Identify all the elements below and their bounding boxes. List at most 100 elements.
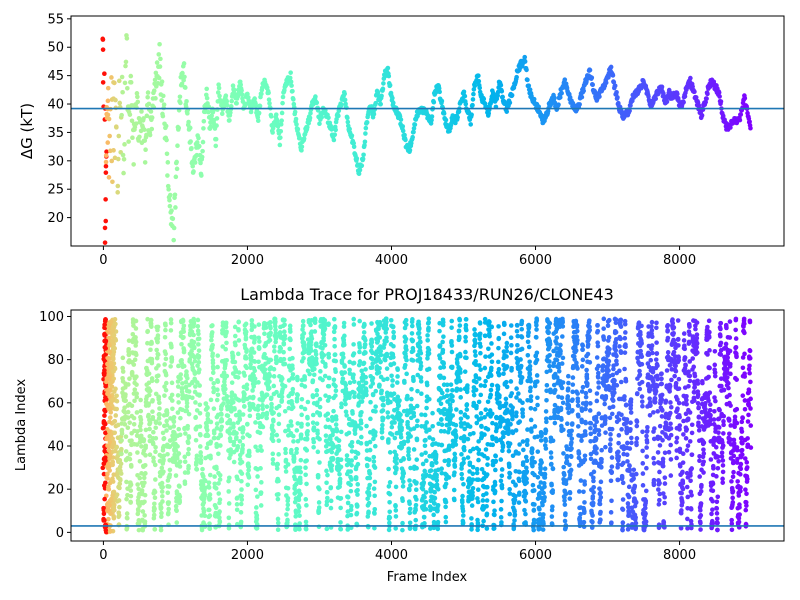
lambda-point	[123, 449, 129, 454]
delta-g-point	[400, 128, 406, 134]
lambda-point	[177, 432, 183, 438]
lambda-point	[342, 370, 348, 375]
lambda-point	[275, 496, 281, 502]
delta-g-point	[326, 115, 331, 121]
lambda-point	[514, 323, 520, 328]
lambda-point	[461, 456, 467, 462]
delta-g-point	[527, 87, 533, 92]
delta-g-point	[498, 82, 504, 88]
lambda-point	[191, 332, 196, 338]
delta-g-point	[443, 117, 449, 123]
lambda-point	[398, 412, 403, 418]
lambda-point	[147, 426, 152, 432]
lambda-point	[333, 417, 339, 422]
delta-g-point	[121, 156, 127, 162]
delta-g-point	[436, 86, 442, 91]
lambda-point	[403, 336, 409, 342]
lambda-point	[349, 444, 355, 449]
lambda-point	[471, 430, 476, 436]
lambda-point	[138, 427, 143, 433]
lambda-point	[240, 435, 246, 440]
lambda-point	[149, 341, 154, 346]
delta-g-point	[128, 73, 134, 79]
lambda-point	[361, 330, 367, 335]
delta-g-point	[210, 108, 216, 113]
lambda-point	[332, 324, 338, 329]
lambda-point	[427, 427, 432, 432]
lambda-point	[460, 520, 466, 526]
lambda-point	[343, 401, 348, 407]
delta-g-point	[182, 74, 187, 80]
lambda-point	[392, 420, 397, 425]
lambda-point	[329, 449, 335, 455]
lambda-point	[258, 490, 264, 495]
delta-g-point	[106, 116, 112, 122]
lambda-point	[409, 396, 414, 402]
lambda-point	[142, 499, 147, 505]
delta-g-point	[100, 37, 106, 42]
lambda-point	[322, 318, 328, 323]
lambda-point	[174, 520, 180, 525]
lambda-point	[472, 332, 478, 338]
lambda-point	[352, 394, 357, 400]
lambda-point	[197, 392, 202, 398]
delta-g-point	[102, 225, 108, 231]
lambda-point	[106, 335, 112, 341]
lambda-point	[294, 428, 300, 433]
lambda-point	[216, 451, 221, 457]
lambda-point	[258, 503, 264, 508]
delta-g-point	[134, 91, 140, 96]
lambda-point	[160, 493, 165, 499]
lambda-point	[288, 419, 294, 424]
lambda-point	[291, 456, 297, 462]
lambda-point	[314, 388, 320, 393]
lambda-point	[317, 460, 322, 465]
delta-g-point	[317, 121, 322, 126]
delta-g-point	[570, 100, 576, 106]
lambda-point	[425, 338, 431, 343]
lambda-point	[225, 413, 231, 419]
lambda-point	[510, 405, 515, 410]
lambda-point	[407, 487, 412, 493]
lambda-point	[338, 464, 344, 470]
lambda-point	[399, 425, 404, 431]
lambda-point	[244, 347, 249, 353]
lambda-point	[324, 480, 329, 486]
delta-g-point	[461, 89, 467, 95]
lambda-point	[365, 463, 370, 469]
lambda-point	[263, 325, 269, 330]
delta-g-point	[130, 135, 135, 141]
lambda-point	[156, 373, 161, 378]
lambda-point	[344, 453, 350, 458]
lambda-point	[180, 318, 186, 324]
lambda-point	[317, 404, 323, 410]
lambda-point	[126, 382, 131, 387]
lambda-point	[298, 469, 303, 475]
delta-g-point	[147, 132, 153, 138]
lambda-point	[269, 405, 274, 410]
lambda-point	[391, 354, 396, 360]
lambda-point	[158, 527, 164, 533]
lambda-point	[258, 466, 263, 471]
delta-g-point	[120, 89, 125, 95]
lambda-point	[492, 512, 497, 518]
delta-g-point	[390, 100, 396, 106]
delta-g-point	[349, 133, 355, 138]
delta-g-point	[378, 101, 383, 107]
lambda-point	[177, 494, 183, 499]
delta-g-point	[509, 92, 515, 98]
delta-g-point	[159, 79, 165, 84]
lambda-point	[129, 403, 135, 409]
lambda-point	[210, 342, 215, 348]
delta-g-point	[173, 174, 179, 180]
lambda-point	[410, 348, 416, 354]
lambda-point	[169, 380, 175, 386]
lambda-point	[473, 379, 479, 385]
lambda-point	[321, 352, 327, 358]
lambda-point	[452, 451, 458, 457]
lambda-point	[407, 510, 413, 516]
lambda-point	[526, 324, 532, 330]
lambda-point	[428, 468, 434, 473]
lambda-point	[197, 383, 202, 388]
lambda-point	[285, 517, 290, 523]
